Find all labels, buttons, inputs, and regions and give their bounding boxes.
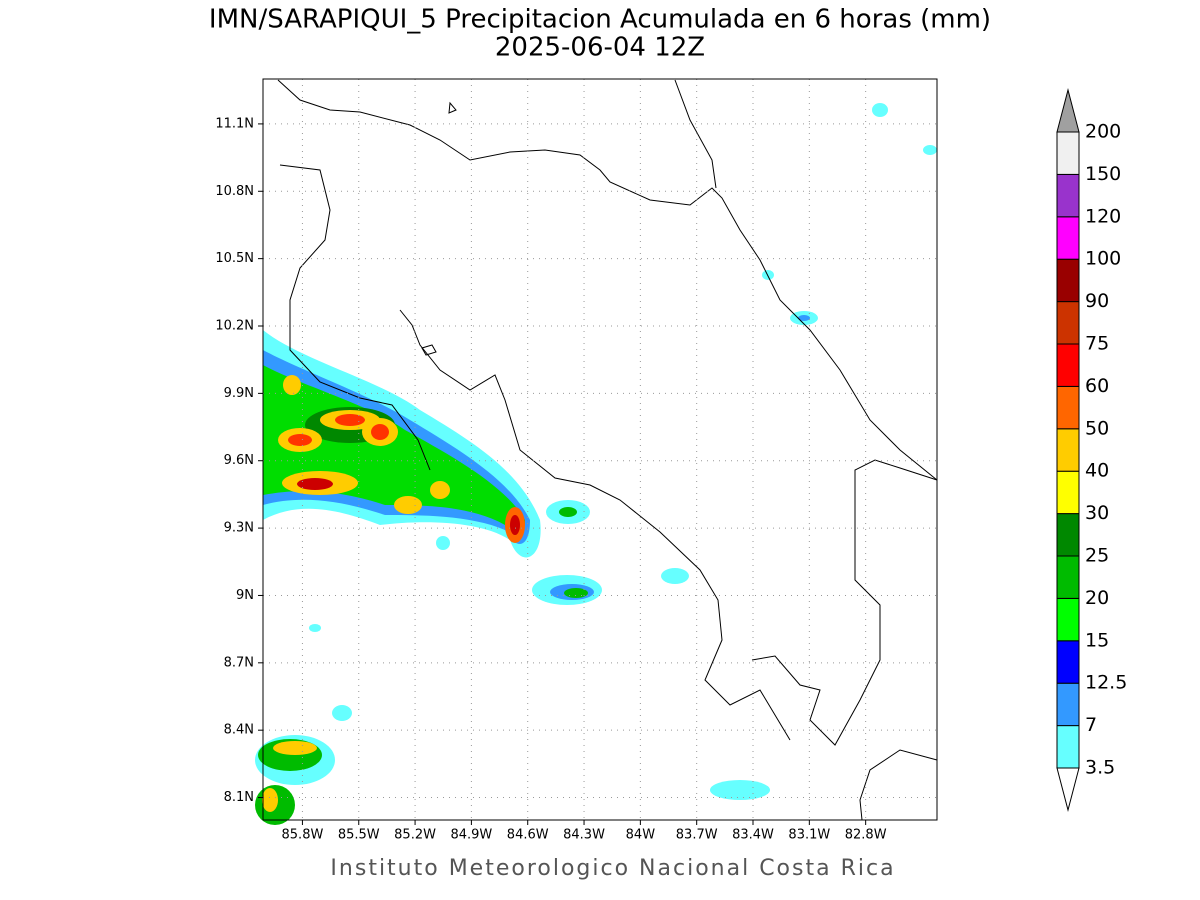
colorbar-box — [1056, 343, 1080, 387]
colorbar-box — [1056, 173, 1080, 218]
colorbar-label: 90 — [1085, 290, 1109, 312]
lon-tick-label: 83.7W — [676, 828, 718, 843]
colorbar-label: 50 — [1085, 417, 1109, 439]
colorbar-label: 12.5 — [1085, 672, 1127, 694]
lat-tick-label: 11.1N — [215, 116, 254, 131]
colorbar-box — [1056, 301, 1080, 345]
colorbar-label: 60 — [1085, 375, 1109, 397]
colorbar-under — [1056, 767, 1080, 812]
lat-tick-label: 9.3N — [224, 521, 254, 536]
lon-tick-label: 84W — [626, 828, 656, 843]
colorbar-box — [1056, 725, 1080, 769]
lat-tick-label: 8.1N — [224, 790, 254, 805]
colorbar-box — [1056, 216, 1080, 260]
colorbar-label: 25 — [1085, 545, 1109, 567]
colorbar-label: 75 — [1085, 333, 1109, 355]
lon-tick-label: 82.8W — [845, 828, 887, 843]
grid — [258, 79, 937, 825]
colorbar-label: 200 — [1085, 121, 1121, 143]
lat-tick-label: 8.4N — [224, 723, 254, 738]
colorbar-label: 40 — [1085, 460, 1109, 482]
lon-tick-label: 83.1W — [788, 828, 830, 843]
lon-tick-label: 84.3W — [563, 828, 605, 843]
colorbar-box — [1056, 555, 1080, 599]
lon-tick-label: 85.2W — [394, 828, 436, 843]
lat-tick-label: 8.7N — [224, 655, 254, 670]
subtitle: 2025-06-04 12Z — [495, 33, 705, 63]
colorbar-label: 15 — [1085, 629, 1109, 651]
colorbar-box — [1056, 682, 1080, 727]
colorbar-box — [1056, 513, 1080, 557]
colorbar-label: 20 — [1085, 587, 1109, 609]
plot-area — [255, 78, 938, 825]
colorbar-label: 120 — [1085, 205, 1121, 227]
precip-field — [255, 103, 937, 825]
colorbar-label: 3.5 — [1085, 757, 1115, 779]
lat-tick-label: 9.6N — [224, 453, 254, 468]
colorbar-box — [1056, 640, 1080, 684]
lat-tick-label: 10.8N — [215, 184, 254, 199]
lat-tick-label: 10.2N — [215, 319, 254, 334]
lon-tick-label: 84.6W — [507, 828, 549, 843]
colorbar-over — [1056, 88, 1080, 133]
colorbar-box — [1056, 597, 1080, 642]
lat-tick-label: 9N — [236, 588, 254, 603]
colorbar-label: 30 — [1085, 502, 1109, 524]
lat-tick-label: 9.9N — [224, 386, 254, 401]
colorbar-label: 150 — [1085, 163, 1121, 185]
colorbar-label: 7 — [1085, 714, 1097, 736]
lat-tick-label: 10.5N — [215, 251, 254, 266]
lon-tick-label: 84.9W — [450, 828, 492, 843]
colorbar-box — [1056, 131, 1080, 175]
footer: Instituto Meteorologico Nacional Costa R… — [330, 856, 895, 881]
colorbar-box — [1056, 385, 1080, 430]
lon-tick-label: 83.4W — [732, 828, 774, 843]
plot-frame — [262, 78, 938, 821]
lon-tick-label: 85.5W — [338, 828, 380, 843]
colorbar-box — [1056, 470, 1080, 515]
colorbar-box — [1056, 258, 1080, 303]
lon-tick-label: 85.8W — [282, 828, 324, 843]
colorbar-box — [1056, 428, 1080, 472]
colorbar: 3.5 7 12.5 15 20 25 30 40 50 60 75 90 100 120 150 200 — [1056, 88, 1127, 812]
title: IMN/SARAPIQUI_5 Precipitacion Acumulada … — [209, 5, 991, 35]
colorbar-label: 100 — [1085, 248, 1121, 270]
